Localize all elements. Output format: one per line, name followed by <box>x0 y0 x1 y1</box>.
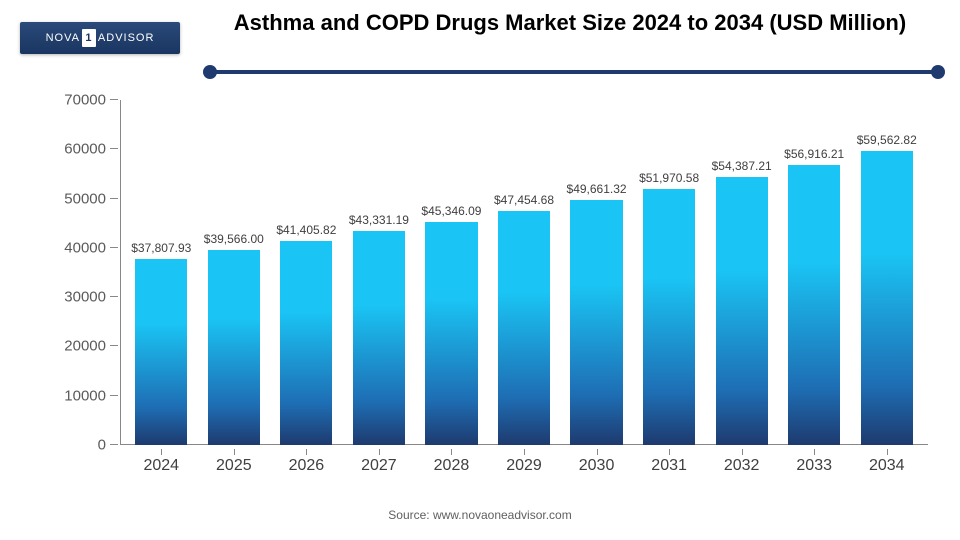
source-text: Source: www.novaoneadvisor.com <box>0 508 960 522</box>
bar-value-label: $56,916.21 <box>784 147 844 161</box>
bar-slot: $39,566.00 <box>198 100 271 445</box>
bars-container: $37,807.93 $39,566.00 $41,405.82 $43,331.19… <box>120 100 928 445</box>
logo-prefix: NOVA <box>46 32 80 44</box>
bar-slot: $37,807.93 <box>125 100 198 445</box>
bar <box>353 231 405 445</box>
bar-value-label: $47,454.68 <box>494 193 554 207</box>
y-tick-label: 60000 <box>46 141 106 158</box>
y-axis: 010000200003000040000500006000070000 <box>40 100 118 445</box>
bar-value-label: $45,346.09 <box>421 204 481 218</box>
bar-slot: $51,970.58 <box>633 100 706 445</box>
x-tick-label: 2024 <box>125 449 198 485</box>
bar-slot: $54,387.21 <box>705 100 778 445</box>
bar-value-label: $59,562.82 <box>857 133 917 147</box>
logo-one: 1 <box>82 29 96 47</box>
bar <box>861 151 913 445</box>
bar-value-label: $43,331.19 <box>349 213 409 227</box>
x-tick-label: 2027 <box>343 449 416 485</box>
x-tick-label: 2034 <box>850 449 923 485</box>
logo-suffix: ADVISOR <box>98 32 155 44</box>
bar-value-label: $37,807.93 <box>131 241 191 255</box>
bar <box>788 165 840 446</box>
chart-area: 0 10000 20000 30000 40000 50000 60000 70000 $37… <box>40 90 938 485</box>
bar-slot: $59,562.82 <box>850 100 923 445</box>
bar <box>425 222 477 445</box>
x-tick-label: 2030 <box>560 449 633 485</box>
x-tick-label: 2026 <box>270 449 343 485</box>
y-tick-mark <box>110 296 118 297</box>
title-underline <box>210 70 938 74</box>
x-tick-label: 2029 <box>488 449 561 485</box>
bar-value-label: $51,970.58 <box>639 171 699 185</box>
y-tick-label: 10000 <box>46 387 106 404</box>
bar-value-label: $49,661.32 <box>567 182 627 196</box>
bar-slot: $49,661.32 <box>560 100 633 445</box>
y-tick-mark <box>110 198 118 199</box>
y-tick-label: 20000 <box>46 338 106 355</box>
y-tick-label: 50000 <box>46 190 106 207</box>
y-tick-label: 70000 <box>46 92 106 109</box>
bar-slot: $41,405.82 <box>270 100 343 445</box>
bar-value-label: $41,405.82 <box>276 223 336 237</box>
y-tick-mark <box>110 345 118 346</box>
y-tick-mark <box>110 99 118 100</box>
y-tick-label: 0 <box>46 437 106 454</box>
bar <box>716 177 768 445</box>
bar <box>208 250 260 445</box>
bar <box>643 189 695 445</box>
x-tick-label: 2032 <box>705 449 778 485</box>
bar-slot: $56,916.21 <box>778 100 851 445</box>
bar-slot: $43,331.19 <box>343 100 416 445</box>
brand-logo: NOVA 1 ADVISOR <box>20 22 180 54</box>
bar <box>570 200 622 445</box>
x-axis-labels: 2024202520262027202820292030203120322033… <box>120 449 928 485</box>
bar-slot: $45,346.09 <box>415 100 488 445</box>
bar-value-label: $54,387.21 <box>712 159 772 173</box>
y-tick-mark <box>110 444 118 445</box>
y-tick-label: 40000 <box>46 239 106 256</box>
y-tick-mark <box>110 148 118 149</box>
bar-slot: $47,454.68 <box>488 100 561 445</box>
y-tick-mark <box>110 247 118 248</box>
x-tick-label: 2025 <box>198 449 271 485</box>
x-tick-label: 2028 <box>415 449 488 485</box>
bar <box>280 241 332 445</box>
bar <box>498 211 550 445</box>
y-tick-mark <box>110 395 118 396</box>
x-tick-label: 2031 <box>633 449 706 485</box>
bar-value-label: $39,566.00 <box>204 232 264 246</box>
y-tick-label: 30000 <box>46 289 106 306</box>
title-wrap: Asthma and COPD Drugs Market Size 2024 t… <box>210 10 930 36</box>
bar <box>135 259 187 445</box>
x-tick-label: 2033 <box>778 449 851 485</box>
plot-region: $37,807.93 $39,566.00 $41,405.82 $43,331.19… <box>120 100 928 445</box>
chart-title: Asthma and COPD Drugs Market Size 2024 t… <box>210 10 930 36</box>
